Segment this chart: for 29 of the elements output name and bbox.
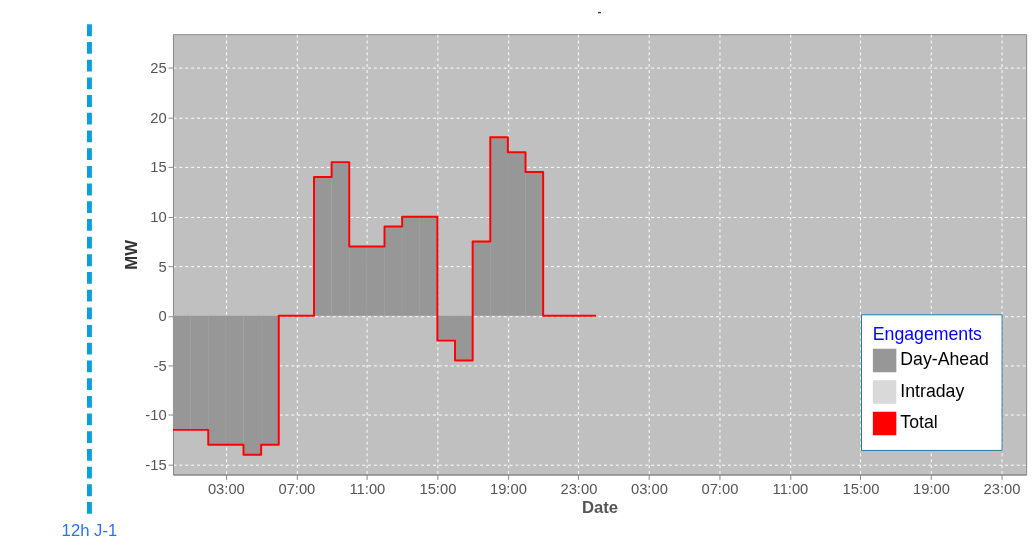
- x-tick-label: 19:00: [913, 480, 950, 497]
- y-tick-label: 15: [150, 159, 167, 176]
- y-axis-title: MW: [122, 239, 142, 270]
- x-tick-label: 07:00: [278, 480, 316, 497]
- x-axis-title: Date: [581, 498, 619, 518]
- text: 12h J-1: [61, 521, 118, 541]
- y-tick-label: 10: [150, 209, 167, 226]
- x-tick-label: 11:00: [772, 480, 809, 497]
- legend-label: Total: [900, 412, 938, 433]
- legend-label: Day-Ahead: [900, 349, 989, 370]
- y-tick-label: -5: [153, 357, 167, 374]
- y-tick-label: 20: [150, 109, 167, 126]
- y-tick-label: 25: [150, 60, 167, 77]
- x-tick-label: 23:00: [560, 480, 598, 497]
- x-tick-label: 19:00: [489, 480, 527, 497]
- x-tick-label: 11:00: [349, 480, 386, 497]
- y-tick-label: 0: [158, 308, 167, 325]
- x-tick-label: 15:00: [842, 480, 880, 497]
- x-tick-label: 03:00: [207, 480, 245, 497]
- chart-title: -: [597, 4, 602, 18]
- x-tick-label: 07:00: [701, 480, 739, 497]
- legend-label: Intraday: [900, 380, 965, 401]
- x-tick-label: 23:00: [983, 480, 1021, 497]
- y-tick-label: -15: [145, 457, 167, 474]
- y-tick-label: 5: [158, 258, 167, 275]
- legend-title: Engagements: [872, 323, 983, 344]
- y-tick-label: -10: [145, 407, 167, 424]
- x-tick-label: 03:00: [630, 480, 668, 497]
- x-tick-label: 15:00: [419, 480, 457, 497]
